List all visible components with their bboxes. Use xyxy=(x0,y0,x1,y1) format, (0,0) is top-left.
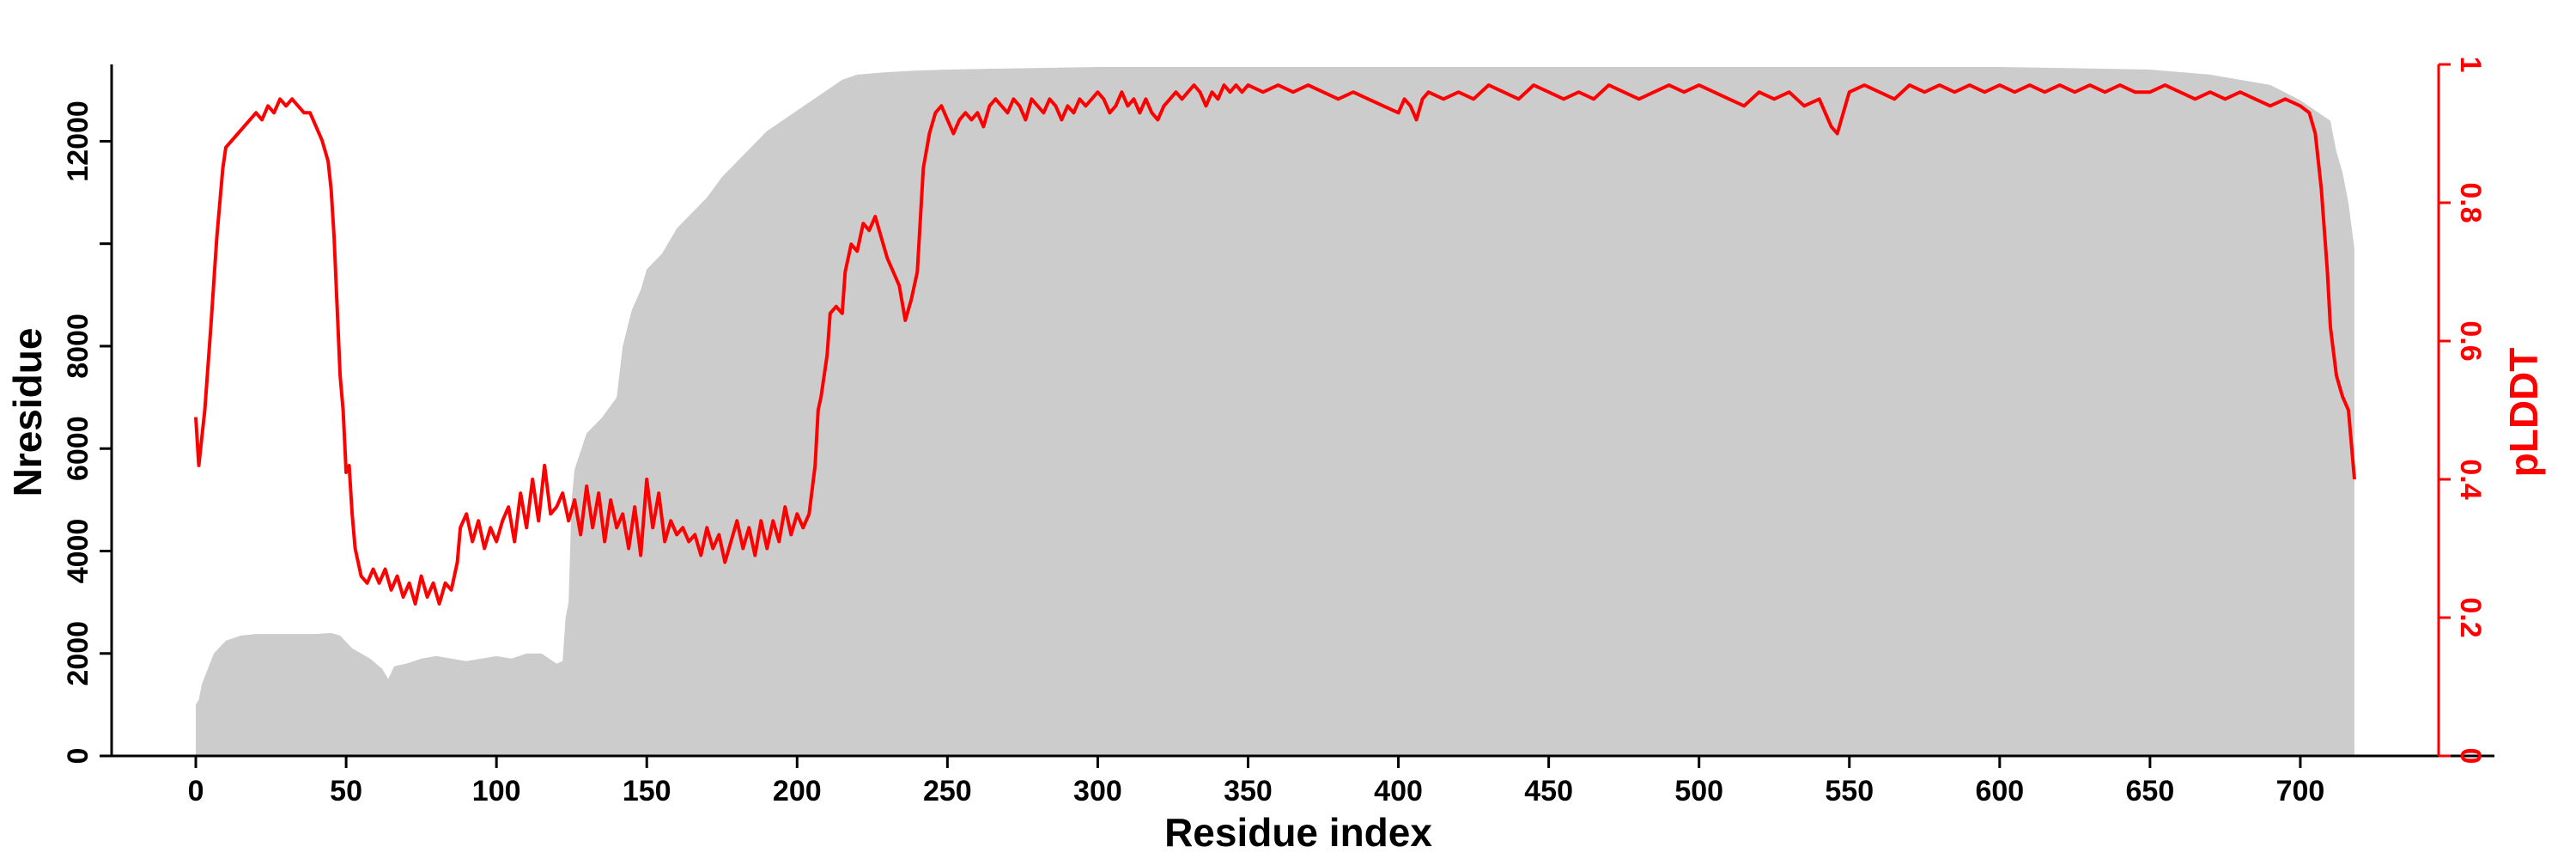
x-tick-label: 700 xyxy=(2276,775,2325,807)
x-tick-label: 50 xyxy=(330,775,362,807)
x-tick-label: 200 xyxy=(773,775,822,807)
x-tick-label: 400 xyxy=(1374,775,1423,807)
y2-tick-label: 1 xyxy=(2454,57,2487,73)
x-tick-label: 300 xyxy=(1073,775,1122,807)
x-ticks: 0 50 100 150 200 250 300 350 400 450 500 550 600 650 7… xyxy=(188,756,2325,807)
y-tick-label: 2000 xyxy=(62,621,94,686)
coverage-area xyxy=(196,66,2354,756)
y2-tick-label: 0.6 xyxy=(2454,320,2487,361)
x-tick-label: 650 xyxy=(2126,775,2175,807)
y-axis-title: Nresidue xyxy=(5,328,50,497)
plddt-line-layer xyxy=(194,83,2356,606)
axes-layer xyxy=(110,64,2494,758)
x-tick-label: 550 xyxy=(1825,775,1874,807)
y-tick-label: 0 xyxy=(62,748,94,765)
y2-tick-label: 0.2 xyxy=(2454,597,2487,637)
x-axis-title: Residue index xyxy=(1164,810,1432,855)
y2-tick-label: 0.4 xyxy=(2454,459,2487,499)
x-tick-label: 250 xyxy=(923,775,972,807)
x-tick-label: 0 xyxy=(188,775,204,807)
y2-tick-label: 0.8 xyxy=(2454,182,2487,222)
y-ticks: 0 2000 4000 6000 8000 12000 xyxy=(62,101,112,764)
y-tick-label: 4000 xyxy=(62,519,94,584)
x-tick-label: 450 xyxy=(1524,775,1573,807)
x-tick-label: 350 xyxy=(1224,775,1273,807)
y-tick-label: 12000 xyxy=(62,101,94,182)
x-tick-label: 150 xyxy=(623,775,671,807)
x-tick-label: 500 xyxy=(1674,775,1723,807)
x-tick-label: 600 xyxy=(1975,775,2024,807)
y2-axis-title: pLDDT xyxy=(2501,348,2546,478)
y2-ticks: 0 0.2 0.4 0.6 0.8 1 xyxy=(2439,57,2487,765)
coverage-area-layer xyxy=(196,66,2354,756)
y-tick-label: 8000 xyxy=(62,314,94,379)
y-tick-label: 6000 xyxy=(62,416,94,481)
y2-tick-label: 0 xyxy=(2454,748,2487,765)
plddt-line xyxy=(194,83,2356,606)
x-tick-label: 100 xyxy=(472,775,521,807)
